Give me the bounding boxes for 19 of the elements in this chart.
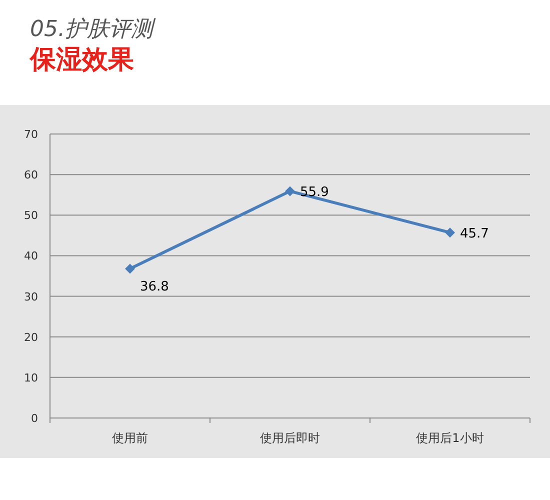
y-tick-label: 50 (24, 209, 38, 222)
x-tick-label: 使用前 (112, 431, 148, 445)
y-tick-label: 70 (24, 128, 38, 141)
point (125, 264, 135, 274)
y-tick-label: 30 (24, 290, 38, 304)
data-label: 36.8 (140, 280, 169, 295)
y-tick-label: 40 (24, 250, 38, 263)
y-tick-label: 0 (31, 412, 38, 425)
x-tick-label: 使用后即时 (260, 431, 320, 445)
point (285, 186, 295, 196)
chart-title: 05.护肤评测 (30, 17, 156, 42)
x-tick-label: 使用后1小时 (416, 431, 484, 445)
y-tick-label: 60 (24, 168, 38, 182)
data-label: 45.7 (460, 226, 489, 242)
y-tick-label: 10 (24, 371, 38, 384)
data-label: 55.9 (300, 185, 329, 200)
y-tick-label: 20 (24, 330, 38, 344)
chart-subtitle: 保湿效果 (29, 45, 134, 75)
point (445, 228, 455, 238)
